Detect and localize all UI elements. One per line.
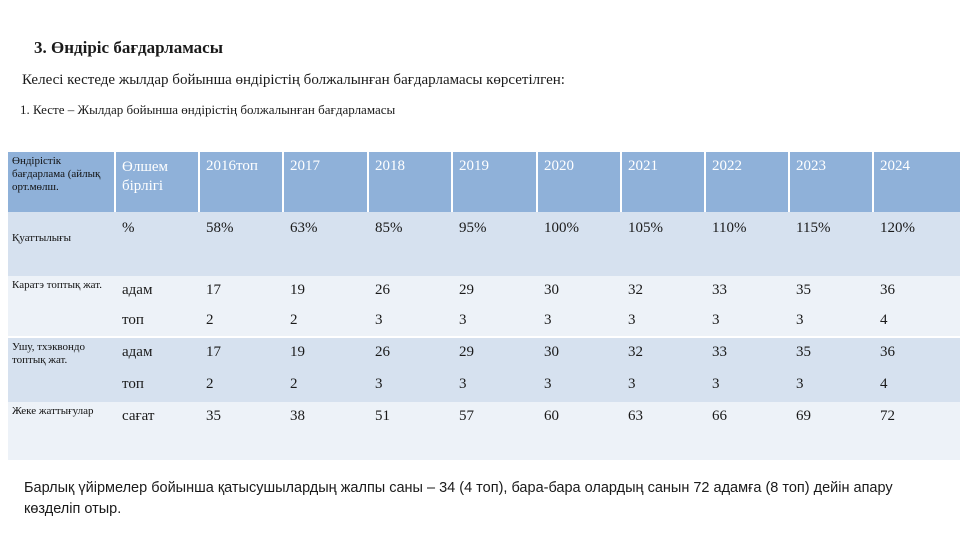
- table-cell: 29: [459, 282, 474, 298]
- table-cell: 2: [206, 376, 214, 392]
- table-cell: 2: [290, 376, 298, 392]
- table-cell: 3: [628, 376, 636, 392]
- table-row: Жеке жаттығулар сағат 35 38 51 57 60 63 …: [8, 402, 960, 460]
- table-cell: топ: [122, 312, 144, 328]
- section-heading: 3. Өндіріс бағдарламасы: [34, 38, 223, 57]
- table-cell: 95%: [459, 220, 487, 236]
- table-cell: 63%: [290, 220, 318, 236]
- table-cell: 30: [544, 344, 559, 360]
- table-cell: 26: [375, 344, 390, 360]
- table-cell: 66: [712, 408, 727, 424]
- table-cell: 3: [712, 312, 720, 328]
- table-cell: адам: [122, 282, 153, 298]
- header-unit-cell: Өлшем бірлігі: [116, 152, 200, 212]
- table-cell: 3: [459, 376, 467, 392]
- table-cell: 32: [628, 344, 643, 360]
- table-cell: 3: [544, 312, 552, 328]
- header-year-cell: 2020: [538, 152, 622, 212]
- table-cell: 26: [375, 282, 390, 298]
- row-label: Жеке жаттығулар: [8, 402, 116, 460]
- table-cell: 115%: [796, 220, 831, 236]
- table-cell: 57: [459, 408, 474, 424]
- table-cell: топ: [122, 376, 144, 392]
- row-label: Қуаттылығы: [8, 212, 116, 276]
- table-cell: 2: [206, 312, 214, 328]
- table-cell: 32: [628, 282, 643, 298]
- table-cell: 3: [459, 312, 467, 328]
- header-year-cell: 2023: [790, 152, 874, 212]
- table-cell: 36: [880, 344, 895, 360]
- table-cell: 120%: [880, 220, 915, 236]
- table-cell: 29: [459, 344, 474, 360]
- header-year-cell: 2019: [453, 152, 538, 212]
- table-cell: 51: [375, 408, 390, 424]
- table-row: Қуаттылығы % 58% 63% 85% 95% 100% 105% 1…: [8, 212, 960, 276]
- table-cell: 35: [796, 282, 811, 298]
- table-cell: 3: [796, 312, 804, 328]
- table-caption: 1. Кесте – Жылдар бойынша өндірістің бол…: [20, 102, 396, 117]
- header-year-cell: 2021: [622, 152, 706, 212]
- table-cell: 105%: [628, 220, 663, 236]
- table-header-row: Өндірістік бағдарлама (айлық орт.мөлш. Ө…: [8, 152, 960, 212]
- table-cell: сағат: [122, 408, 155, 424]
- table-cell: 110%: [712, 220, 747, 236]
- table-cell: 3: [796, 376, 804, 392]
- table-cell: 3: [375, 376, 383, 392]
- table-cell: 17: [206, 282, 221, 298]
- table-cell: 35: [796, 344, 811, 360]
- table-row: Ушу, тхэквондо топтық жат. адам 17 19 26…: [8, 338, 960, 402]
- header-side-cell: Өндірістік бағдарлама (айлық орт.мөлш.: [8, 152, 116, 212]
- table-cell: адам: [122, 344, 153, 360]
- table-cell: 17: [206, 344, 221, 360]
- table-cell: 38: [290, 408, 305, 424]
- table-cell: 4: [880, 312, 888, 328]
- table-cell: 33: [712, 344, 727, 360]
- table-cell: 36: [880, 282, 895, 298]
- table-cell: 72: [880, 408, 895, 424]
- footer-note: Барлық үйірмелер бойынша қатысушылардың …: [24, 480, 893, 517]
- intro-text: Келесі кестеде жылдар бойынша өндірістің…: [22, 72, 565, 88]
- header-year-cell: 2024: [874, 152, 960, 212]
- table-cell: 63: [628, 408, 643, 424]
- table-cell: 19: [290, 282, 305, 298]
- table-row: топ 2 2 3 3 3 3 3 3 4: [8, 370, 960, 402]
- table-cell: 60: [544, 408, 559, 424]
- table-cell: 100%: [544, 220, 579, 236]
- table-cell: 35: [206, 408, 221, 424]
- table-cell: %: [122, 220, 135, 236]
- table-cell: 30: [544, 282, 559, 298]
- header-year-cell: 2016топ: [200, 152, 284, 212]
- table-cell: 33: [712, 282, 727, 298]
- table-row: Каратэ топтық жат. адам 17 19 26 29 30 3…: [8, 276, 960, 336]
- header-year-cell: 2022: [706, 152, 790, 212]
- header-year-cell: 2018: [369, 152, 453, 212]
- table-cell: 3: [375, 312, 383, 328]
- table-cell: 85%: [375, 220, 403, 236]
- table-cell: 3: [712, 376, 720, 392]
- table-cell: 19: [290, 344, 305, 360]
- production-table: Өндірістік бағдарлама (айлық орт.мөлш. Ө…: [8, 152, 960, 460]
- header-year-cell: 2017: [284, 152, 369, 212]
- table-cell: 3: [628, 312, 636, 328]
- table-cell: 3: [544, 376, 552, 392]
- table-cell: 58%: [206, 220, 234, 236]
- table-cell: 69: [796, 408, 811, 424]
- table-cell: 4: [880, 376, 888, 392]
- table-cell: 2: [290, 312, 298, 328]
- table-row: топ 2 2 3 3 3 3 3 3 4: [8, 306, 960, 336]
